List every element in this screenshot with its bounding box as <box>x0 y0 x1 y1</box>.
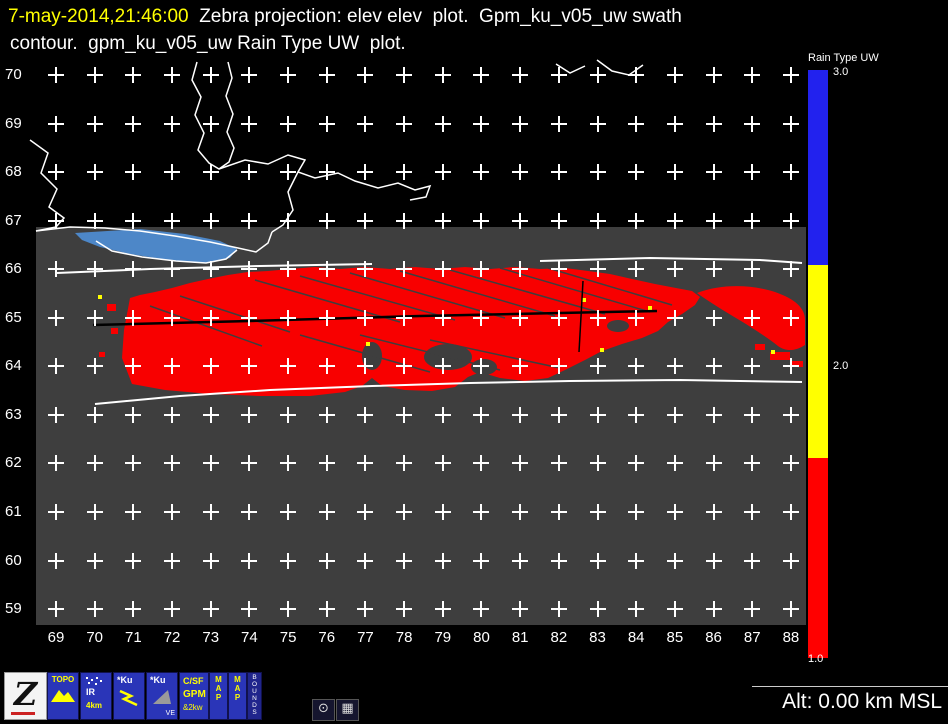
ir-resolution-label: 4km <box>86 701 103 710</box>
gpm-swath-button[interactable]: C/SF GPM &2kw <box>179 672 209 720</box>
altitude-readout: Alt: 0.00 km MSL <box>782 690 942 713</box>
coastline-contours <box>29 59 644 264</box>
speckle-icon <box>86 677 88 679</box>
colorbar-label-bottom: 1.0 <box>808 653 824 665</box>
status-divider <box>752 686 948 687</box>
topo-button-label: TOPO <box>51 675 75 684</box>
map-button-1-label: MAP <box>214 675 223 702</box>
ku-button-label: *Ku <box>117 675 133 685</box>
rain-pixels <box>99 304 803 367</box>
track-line <box>92 280 658 353</box>
lightning-icon <box>119 689 138 707</box>
ir-button-label: IR <box>86 687 95 697</box>
colorbar-segment-yellow <box>808 265 828 459</box>
zebra-logo-icon: Z <box>13 675 38 713</box>
topo-overlay-button[interactable]: TOPO <box>47 672 79 720</box>
time-control-button[interactable]: ⊙ <box>312 699 335 721</box>
header-title-1 <box>189 6 200 27</box>
colorbar-label-middle: 2.0 <box>833 360 849 372</box>
ir-satellite-button[interactable]: IR 4km <box>80 672 112 720</box>
header-line-2: contour. gpm_ku_v05_uw Rain Type UW plot… <box>10 33 406 54</box>
toolbar: Z TOPO IR 4km *Ku *Ku VE <box>0 668 770 724</box>
colorbar-segment-red <box>808 458 828 658</box>
gpm-button-label-1: C/SF <box>183 676 204 686</box>
header-line-1: 7-may-2014,21:46:00 Zebra projection: el… <box>8 3 682 30</box>
fan-icon <box>153 690 171 704</box>
colorbar-label-top: 3.0 <box>833 66 849 78</box>
grid-icon: ▦ <box>341 701 354 716</box>
ku-ve-button-label: *Ku <box>150 675 166 685</box>
gpm-button-label-2: GPM <box>183 689 206 700</box>
bounds-overlay-button[interactable]: BOUNDS <box>247 672 262 720</box>
rain-hatching <box>149 267 673 373</box>
swath-edge-contours <box>56 256 803 405</box>
colorbar-bar <box>808 70 828 658</box>
bounds-button-label: BOUNDS <box>251 674 258 716</box>
mountain-icon <box>51 690 75 702</box>
colorbar-segment-blue <box>808 70 828 266</box>
map-button-2-label: MAP <box>233 675 242 702</box>
zebra-logo-button[interactable]: Z <box>4 672 47 720</box>
ku-ve-button[interactable]: *Ku VE <box>146 672 178 720</box>
clock-icon: ⊙ <box>318 701 329 716</box>
colorbar: Rain Type UW 3.0 2.0 1.0 <box>806 52 948 672</box>
colorbar-title: Rain Type UW <box>808 52 879 64</box>
yellow-rain-pixels <box>98 295 775 354</box>
map-overlay-button-2[interactable]: MAP <box>228 672 247 720</box>
ku-radar-button[interactable]: *Ku <box>113 672 145 720</box>
water-body <box>75 229 237 263</box>
grid-control-button[interactable]: ▦ <box>336 699 359 721</box>
zebra-logo-accent <box>11 712 35 715</box>
map-overlay-button-1[interactable]: MAP <box>209 672 228 720</box>
ve-label: VE <box>165 710 175 717</box>
plot-description-1: Zebra projection: elev elev plot. Gpm_ku… <box>199 6 682 27</box>
gpm-button-label-3: &2kw <box>183 703 203 712</box>
timestamp: 7-may-2014,21:46:00 <box>8 6 189 27</box>
